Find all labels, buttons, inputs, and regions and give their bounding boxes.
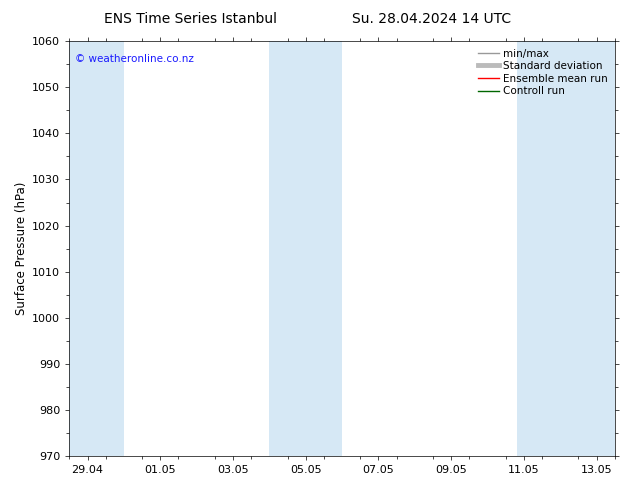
Bar [269, 41, 342, 456]
Bar [517, 41, 615, 456]
Text: ENS Time Series Istanbul: ENS Time Series Istanbul [104, 12, 276, 26]
Legend: min/max, Standard deviation, Ensemble mean run, Controll run: min/max, Standard deviation, Ensemble me… [476, 47, 610, 98]
Text: © weatheronline.co.nz: © weatheronline.co.nz [75, 54, 193, 64]
Y-axis label: Surface Pressure (hPa): Surface Pressure (hPa) [15, 182, 28, 315]
Text: Su. 28.04.2024 14 UTC: Su. 28.04.2024 14 UTC [352, 12, 510, 26]
Bar [69, 41, 124, 456]
